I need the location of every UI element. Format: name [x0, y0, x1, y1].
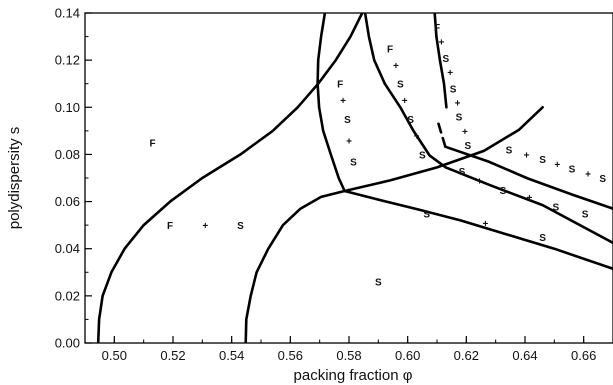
phase-boundary-3: [316, 13, 613, 271]
y-tick-label: 0.14: [55, 6, 80, 21]
coexistence-marker: +: [482, 219, 488, 230]
y-tick-label: 0.00: [55, 336, 80, 351]
x-tick-label: 0.52: [160, 348, 185, 363]
y-tick-label: 0.08: [55, 147, 80, 162]
y-tick-label: 0.04: [55, 241, 80, 256]
coexistence-marker: +: [477, 176, 483, 187]
solid-label: S: [500, 186, 507, 197]
coexistence-marker: +: [402, 96, 408, 107]
phase-boundaries: [96, 13, 613, 343]
coexistence-marker: +: [455, 99, 461, 110]
x-tick-label: 0.58: [336, 348, 361, 363]
coexistence-marker: +: [526, 193, 532, 204]
x-axis: 0.50 0.52 0.54 0.56 0.58 0.60 0.62 0.64 0.66: [84, 336, 613, 363]
phase-boundary-1: [96, 13, 364, 343]
x-tick-label: 0.54: [219, 348, 244, 363]
solid-label: S: [350, 158, 357, 169]
solid-label: S: [506, 146, 513, 157]
x-tick-label: 0.62: [454, 348, 479, 363]
coexistence-marker: +: [438, 37, 444, 48]
x-tick-label: 0.50: [102, 348, 127, 363]
fluid-label: F: [149, 139, 155, 150]
phase-boundary-2: [244, 189, 346, 343]
phase-boundary-8: [433, 13, 448, 109]
y-tick-label: 0.06: [55, 194, 80, 209]
solid-label: S: [552, 202, 559, 213]
solid-label: S: [237, 221, 244, 232]
coexistence-marker: +: [447, 68, 453, 79]
solid-label: S: [459, 167, 466, 178]
phase-boundary-4: [343, 106, 544, 193]
fluid-label: F: [337, 80, 343, 91]
coexistence-marker: +: [554, 160, 560, 171]
coexistence-marker: +: [346, 136, 352, 147]
fluid-label: F: [167, 221, 173, 232]
coexistence-marker: +: [414, 132, 420, 143]
coexistence-marker: +: [462, 127, 468, 138]
solid-label: S: [423, 209, 430, 220]
fluid-label: F: [434, 23, 440, 34]
coexistence-marker: +: [340, 96, 346, 107]
solid-label: S: [569, 165, 576, 176]
solid-label: S: [419, 150, 426, 161]
solid-label: S: [464, 141, 471, 152]
y-tick-label: 0.12: [55, 53, 80, 68]
x-tick-label: 0.56: [278, 348, 303, 363]
solid-label: S: [582, 209, 589, 220]
region-labels: FF + SSF+S+SF+S+S+SF+S+S+S+S S + S + S + SS+S+SSS…: [149, 23, 606, 289]
coexistence-marker: +: [585, 169, 591, 180]
solid-label: S: [407, 115, 414, 126]
solid-label: S: [375, 278, 382, 289]
coexistence-marker: +: [524, 150, 530, 161]
solid-label: S: [456, 113, 463, 124]
phase-boundary-7: [437, 122, 447, 148]
y-axis-title: polydispersity s: [6, 127, 23, 230]
y-axis: 0.00 0.02 0.04 0.06 0.08 0.10 0.12 0.14: [55, 6, 92, 351]
y-tick-label: 0.10: [55, 100, 80, 115]
x-tick-label: 0.60: [395, 348, 420, 363]
solid-label: S: [539, 233, 546, 244]
x-tick-label: 0.66: [571, 348, 596, 363]
x-axis-title: packing fraction φ: [294, 367, 413, 384]
phase-boundary-5: [363, 13, 613, 245]
solid-label: S: [599, 174, 606, 185]
solid-label: S: [344, 115, 351, 126]
solid-label: S: [450, 84, 457, 95]
plot-frame: [84, 12, 613, 344]
solid-label: S: [442, 54, 449, 65]
y-tick-label: 0.02: [55, 288, 80, 303]
fluid-label: F: [387, 44, 393, 55]
solid-label: S: [539, 155, 546, 166]
phase-boundary-6: [443, 145, 613, 210]
coexistence-marker: +: [202, 221, 208, 232]
coexistence-marker: +: [393, 61, 399, 72]
solid-label: S: [397, 80, 404, 91]
x-tick-label: 0.64: [512, 348, 537, 363]
